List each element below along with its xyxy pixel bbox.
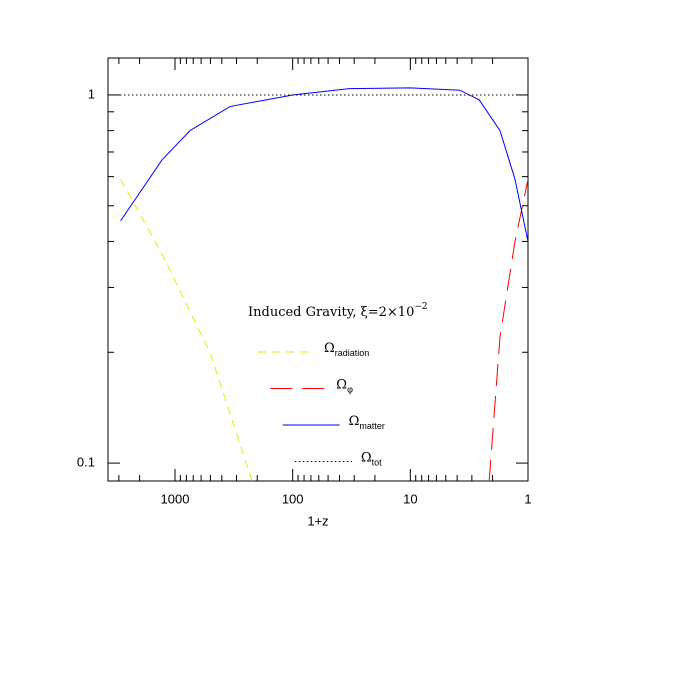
legend-label: Ωradiation: [324, 341, 369, 359]
legend-label: Ωtot: [361, 450, 382, 468]
plot-frame: [107, 57, 529, 482]
x-axis-label: 1+z: [307, 513, 328, 528]
legend-subscript: φ: [347, 385, 353, 395]
legend-label: Ωφ: [336, 377, 353, 395]
x-tick-label: 10: [403, 491, 417, 506]
series-line: [488, 179, 528, 481]
legend-symbol: Ω: [349, 414, 360, 429]
x-tick-label: 1000: [161, 491, 190, 506]
y-tick-label: 1: [88, 86, 95, 101]
annotation: Induced Gravity, ξ=2×10−2: [248, 302, 428, 320]
x-tick-label: 100: [282, 491, 304, 506]
plot-area: [108, 87, 528, 481]
legend-symbol: Ω: [336, 377, 347, 392]
legend-symbol: Ω: [324, 341, 335, 356]
legend-label: Ωmatter: [349, 414, 385, 432]
legend-subscript: radiation: [335, 348, 370, 358]
legend-subscript: tot: [372, 458, 383, 468]
y-tick-label: 0.1: [77, 455, 95, 470]
legend-symbol: Ω: [361, 450, 372, 465]
series-line: [120, 87, 528, 242]
x-tick-label: 1: [524, 491, 531, 506]
series-line: [120, 179, 253, 481]
annotation-text: Induced Gravity, ξ=2×10: [248, 305, 414, 320]
annotation-superscript: −2: [414, 302, 427, 312]
legend-subscript: matter: [359, 421, 385, 431]
